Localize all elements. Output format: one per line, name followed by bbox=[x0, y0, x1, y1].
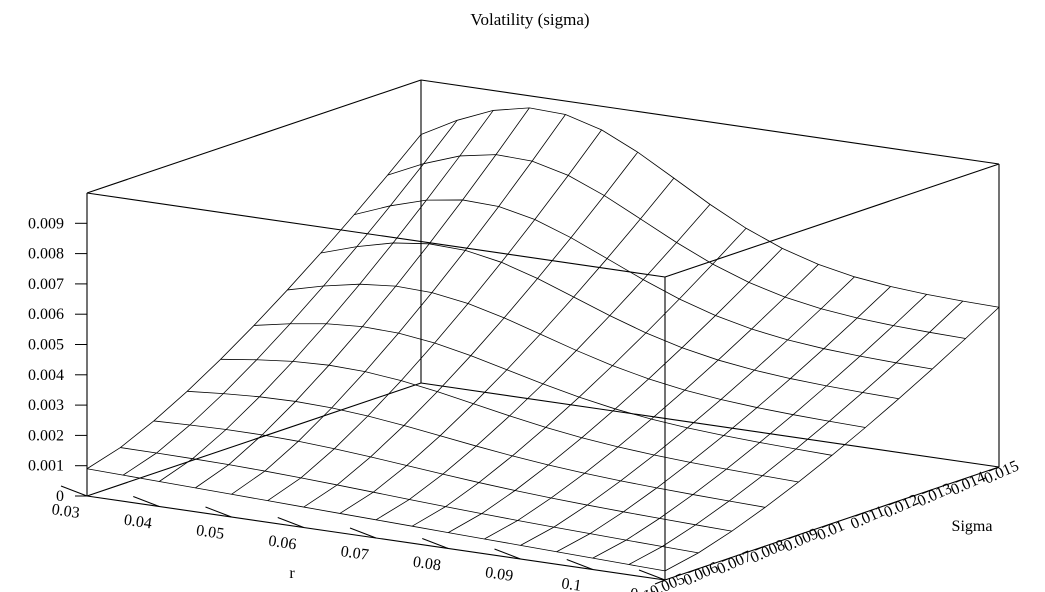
z-tick-label: 0 bbox=[56, 488, 64, 505]
y-tick-label: 0.01 bbox=[815, 517, 847, 544]
mesh-line-r bbox=[195, 107, 530, 489]
y-tick-mark bbox=[654, 579, 666, 585]
mesh-line-r bbox=[520, 276, 855, 546]
z-tick-label: 0.003 bbox=[28, 397, 64, 414]
z-tick-label: 0.009 bbox=[28, 215, 64, 232]
box-edge-top-left bbox=[86, 79, 422, 194]
mesh-line-r bbox=[484, 264, 819, 540]
x-tick-label: 0.11 bbox=[629, 585, 659, 592]
x-tick-label: 0.04 bbox=[123, 512, 153, 533]
y-tick-mark bbox=[988, 466, 1000, 472]
mesh-line-sigma bbox=[153, 420, 732, 532]
box-edge-top-back bbox=[420, 79, 1000, 165]
mesh-line-r bbox=[339, 177, 675, 514]
x-tick-label: 0.05 bbox=[195, 522, 225, 543]
y-axis-title: Sigma bbox=[952, 518, 993, 535]
z-tick-label: 0.005 bbox=[28, 337, 64, 354]
mesh-line-sigma bbox=[354, 199, 933, 370]
mesh-line-r bbox=[411, 228, 747, 527]
mesh-line-r bbox=[592, 294, 928, 559]
x-tick-label: 0.08 bbox=[412, 554, 442, 575]
axis-ticks: 0 0.001 0.002 0.003 0.004 0.005 0.006 0.007 0.00… bbox=[28, 215, 1022, 592]
mesh-line-r bbox=[122, 120, 458, 476]
mesh-line-r bbox=[159, 110, 494, 482]
x-axis-title: r bbox=[289, 565, 295, 582]
x-tick-label: 0.09 bbox=[484, 564, 514, 585]
box-edge-top-right bbox=[664, 163, 1000, 278]
mesh-line-sigma bbox=[253, 323, 833, 456]
y-tick-mark bbox=[855, 511, 866, 517]
x-tick-label: 0.06 bbox=[267, 533, 297, 554]
bounding-box-back bbox=[86, 79, 1000, 581]
x-tick-label: 0.03 bbox=[51, 501, 81, 522]
mesh-line-sigma bbox=[187, 390, 766, 508]
mesh-line-r bbox=[556, 286, 891, 553]
y-tick-mark bbox=[755, 545, 766, 551]
mesh-line-sigma bbox=[387, 154, 966, 339]
x-tick-mark bbox=[277, 517, 304, 528]
mesh-line-r bbox=[628, 300, 964, 565]
mesh-line-r bbox=[231, 114, 566, 495]
y-tick-label: 0.015 bbox=[982, 457, 1022, 487]
x-tick-mark bbox=[422, 538, 449, 549]
mesh-line-r bbox=[664, 306, 1000, 572]
x-tick-mark bbox=[133, 496, 160, 507]
y-tick-mark bbox=[821, 523, 833, 528]
y-tick-mark bbox=[688, 568, 699, 574]
mesh-line-r bbox=[303, 151, 639, 508]
z-tick-label: 0.002 bbox=[28, 427, 64, 444]
x-tick-mark bbox=[349, 527, 377, 539]
mesh-line-sigma bbox=[220, 358, 799, 483]
chart-title: Volatility (sigma) bbox=[470, 10, 589, 29]
y-tick-mark bbox=[955, 477, 966, 483]
x-tick-mark bbox=[566, 559, 593, 570]
x-tick-label: 0.1 bbox=[560, 575, 582, 592]
x-tick-mark bbox=[60, 485, 88, 497]
y-tick-mark bbox=[788, 534, 799, 540]
x-tick-mark bbox=[494, 548, 521, 560]
mesh-line-sigma bbox=[320, 242, 899, 400]
box-edge-back-bottom bbox=[420, 382, 1000, 468]
mesh-line-r bbox=[448, 248, 783, 533]
z-tick-label: 0.008 bbox=[28, 246, 64, 263]
surface-mesh bbox=[86, 107, 1000, 572]
x-tick-mark bbox=[205, 506, 232, 518]
mesh-line-r bbox=[375, 204, 711, 521]
y-tick-mark bbox=[888, 500, 899, 506]
box-edge-left-bottom bbox=[86, 382, 422, 497]
mesh-line-r bbox=[267, 129, 602, 501]
z-tick-label: 0.001 bbox=[28, 458, 64, 475]
x-tick-mark bbox=[638, 569, 666, 581]
z-tick-label: 0.004 bbox=[28, 367, 64, 384]
x-tick-label: 0.07 bbox=[340, 543, 370, 564]
z-tick-label: 0.007 bbox=[28, 276, 64, 293]
mesh-line-r bbox=[86, 134, 422, 470]
y-tick-mark bbox=[721, 556, 732, 562]
z-tick-label: 0.006 bbox=[28, 306, 64, 323]
y-tick-mark bbox=[922, 489, 933, 495]
box-edge-top-front bbox=[86, 192, 666, 278]
